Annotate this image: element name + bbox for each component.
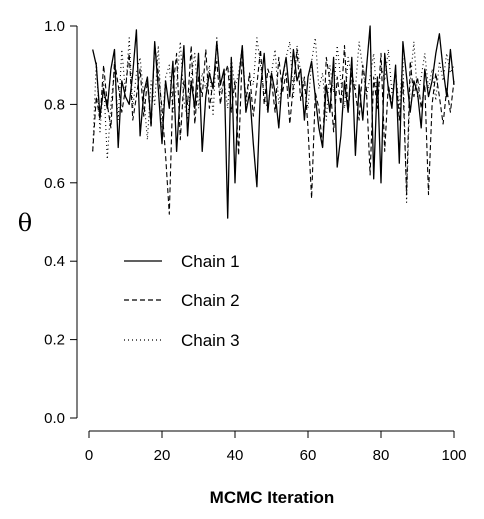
legend-label-1: Chain 1 [181, 252, 240, 271]
axes: 0.0 0.2 0.4 0.6 0.8 1.0 0 20 40 60 80 100 [44, 18, 466, 464]
y-axis-title: θ [18, 209, 32, 237]
y-tick-label: 0.2 [44, 332, 65, 349]
y-tick-label: 0.4 [44, 253, 65, 270]
y-tick-label: 0.6 [44, 175, 65, 192]
x-tick-label: 60 [300, 447, 317, 464]
x-axis-title: MCMC Iteration [210, 488, 335, 507]
x-tick-label: 80 [373, 447, 390, 464]
legend-label-3: Chain 3 [181, 331, 240, 350]
y-tick-label: 0.0 [44, 410, 65, 427]
y-tick-label: 0.8 [44, 96, 65, 113]
series-layer [92, 25, 455, 219]
x-tick-label: 40 [227, 447, 244, 464]
x-tick-label: 0 [85, 447, 93, 464]
x-tick-label: 100 [441, 447, 466, 464]
legend-label-2: Chain 2 [181, 291, 240, 310]
legend: Chain 1 Chain 2 Chain 3 [124, 252, 240, 350]
x-tick-label: 20 [154, 447, 171, 464]
y-tick-label: 1.0 [44, 18, 65, 35]
series-line-1 [92, 25, 455, 219]
